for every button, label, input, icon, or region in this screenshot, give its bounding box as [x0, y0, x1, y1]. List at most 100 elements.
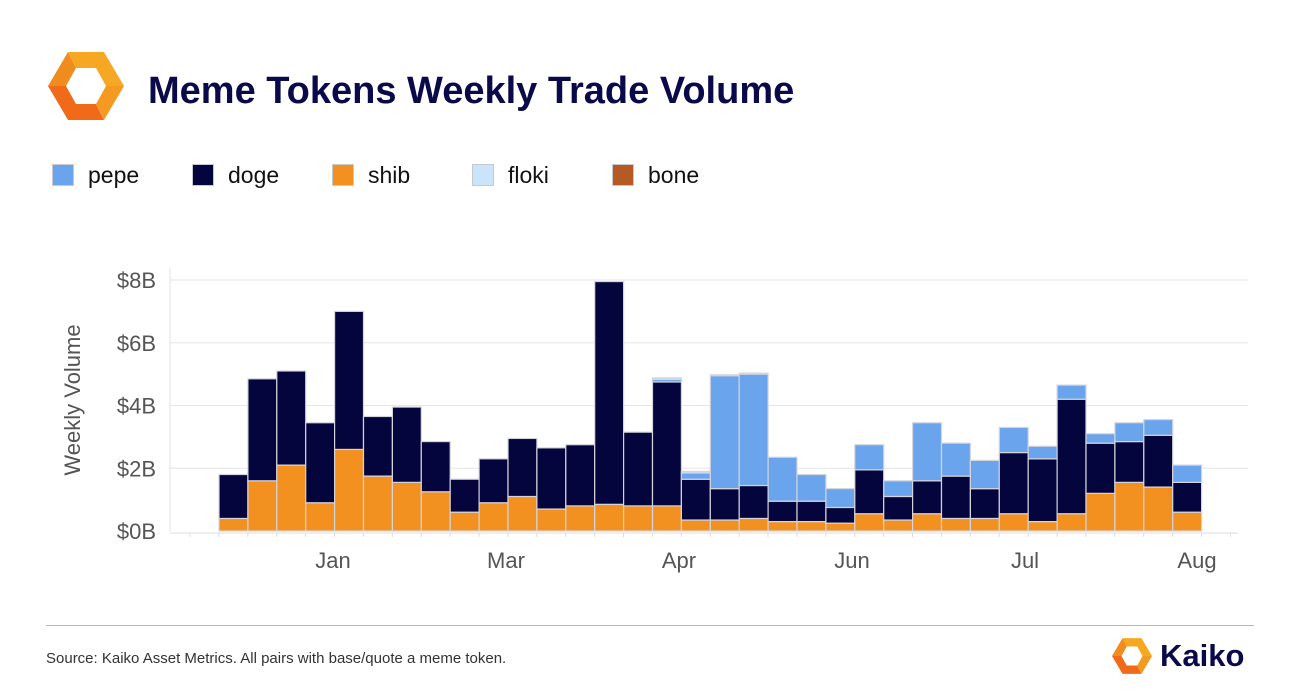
bar-doge — [969, 488, 1000, 520]
y-tick-label: $0B — [117, 519, 156, 544]
bar-pepe — [1085, 433, 1116, 444]
y-tick-label: $2B — [117, 456, 156, 481]
bar-shib — [449, 511, 480, 532]
stacked-bar-chart: $0B $2B $4B $6B $8B Weekly Volume Jan Mar Apr Jun… — [60, 268, 1248, 573]
source-note: Source: Kaiko Asset Metrics. All pairs w… — [46, 650, 507, 667]
bar-doge — [1143, 434, 1174, 488]
brand-name: Kaiko — [1160, 638, 1245, 673]
x-tick-label: Aug — [1177, 548, 1216, 573]
bar-floki — [709, 374, 740, 377]
bar-shib — [911, 513, 943, 532]
bar-doge — [305, 422, 336, 504]
bar-shib — [362, 475, 393, 532]
bar-doge — [825, 506, 856, 524]
bar-doge — [334, 310, 365, 451]
brand-footer: Kaiko — [1112, 636, 1244, 676]
bar-pepe — [825, 488, 856, 509]
x-tick-label: Mar — [487, 548, 525, 573]
bar-shib — [709, 519, 740, 532]
bar-doge — [1085, 442, 1116, 494]
bar-doge — [247, 378, 278, 482]
bar-pepe — [883, 480, 914, 498]
bar-doge — [507, 437, 538, 498]
bar-shib — [680, 519, 711, 532]
x-tick-label: Jan — [315, 548, 350, 573]
bar-shib — [796, 520, 827, 532]
bar-pepe — [1027, 445, 1058, 460]
bar-shib — [536, 508, 567, 532]
bar-doge — [1027, 458, 1058, 523]
bar-pepe — [911, 422, 943, 482]
legend-swatch-doge — [192, 164, 214, 186]
bar-shib — [651, 505, 682, 532]
bar-pepe — [1143, 419, 1174, 436]
bar-doge — [622, 431, 654, 507]
bar-shib — [1056, 513, 1087, 532]
x-tick-label: Jun — [834, 548, 869, 573]
bar-doge — [276, 370, 307, 466]
bar-shib — [622, 505, 654, 532]
kaiko-brand-icon — [1112, 638, 1152, 674]
bar-doge — [680, 478, 711, 521]
bar-doge — [362, 415, 393, 477]
legend-item-floki: floki — [472, 160, 549, 190]
legend-item-bone: bone — [612, 160, 699, 190]
bar-doge — [883, 495, 914, 521]
y-tick-label: $4B — [117, 394, 156, 419]
bar-shib — [1027, 520, 1058, 532]
bar-shib — [478, 502, 509, 532]
bar-shib — [276, 464, 307, 532]
bar-shib — [969, 517, 1000, 532]
bar-doge — [940, 475, 971, 520]
bar-shib — [594, 503, 625, 532]
bar-pepe — [796, 473, 827, 502]
y-axis-title: Weekly Volume — [60, 324, 85, 475]
legend-item-doge: doge — [192, 160, 279, 190]
bar-doge — [651, 381, 682, 507]
bar-doge — [796, 500, 827, 523]
legend-swatch-shib — [332, 164, 354, 186]
bar-doge — [709, 488, 740, 521]
bar-shib — [825, 522, 856, 532]
bar-floki — [738, 372, 769, 375]
bar-pepe — [854, 444, 885, 471]
legend-label-pepe: pepe — [88, 161, 140, 188]
bar-pepe — [1056, 384, 1087, 400]
bar-pepe — [767, 456, 798, 502]
bar-pepe — [709, 375, 740, 490]
bar-doge — [420, 440, 451, 493]
footer-divider — [46, 625, 1254, 626]
legend-swatch-pepe — [52, 164, 74, 186]
legend-swatch-bone — [612, 164, 634, 186]
bar-shib — [883, 519, 914, 532]
bar-shib — [507, 495, 538, 532]
bar-shib — [998, 513, 1029, 532]
bar-doge — [1056, 398, 1087, 515]
bar-pepe — [998, 426, 1029, 454]
bar-doge — [218, 473, 249, 520]
legend-item-shib: shib — [332, 160, 410, 190]
y-tick-label: $6B — [117, 331, 156, 356]
legend-swatch-floki — [472, 164, 494, 186]
bar-doge — [1114, 440, 1145, 483]
bar-shib — [420, 491, 451, 532]
bar-doge — [998, 451, 1029, 515]
bar-shib — [1143, 486, 1174, 532]
bar-shib — [940, 517, 971, 532]
bar-shib — [305, 502, 336, 532]
x-tick-label: Jul — [1011, 548, 1039, 573]
bar-doge — [391, 406, 422, 483]
bar-doge — [1172, 481, 1203, 513]
bar-doge — [478, 458, 509, 504]
bar-shib — [218, 517, 249, 532]
bar-doge — [536, 447, 567, 510]
bar-pepe — [940, 442, 971, 477]
bar-shib — [565, 505, 596, 532]
y-tick-label: $8B — [117, 268, 156, 293]
bar-shib — [1172, 511, 1203, 532]
bar-shib — [854, 513, 885, 532]
bar-doge — [565, 444, 596, 507]
bar-shib — [738, 517, 769, 532]
bar-pepe — [738, 373, 769, 487]
bar-doge — [738, 484, 769, 520]
